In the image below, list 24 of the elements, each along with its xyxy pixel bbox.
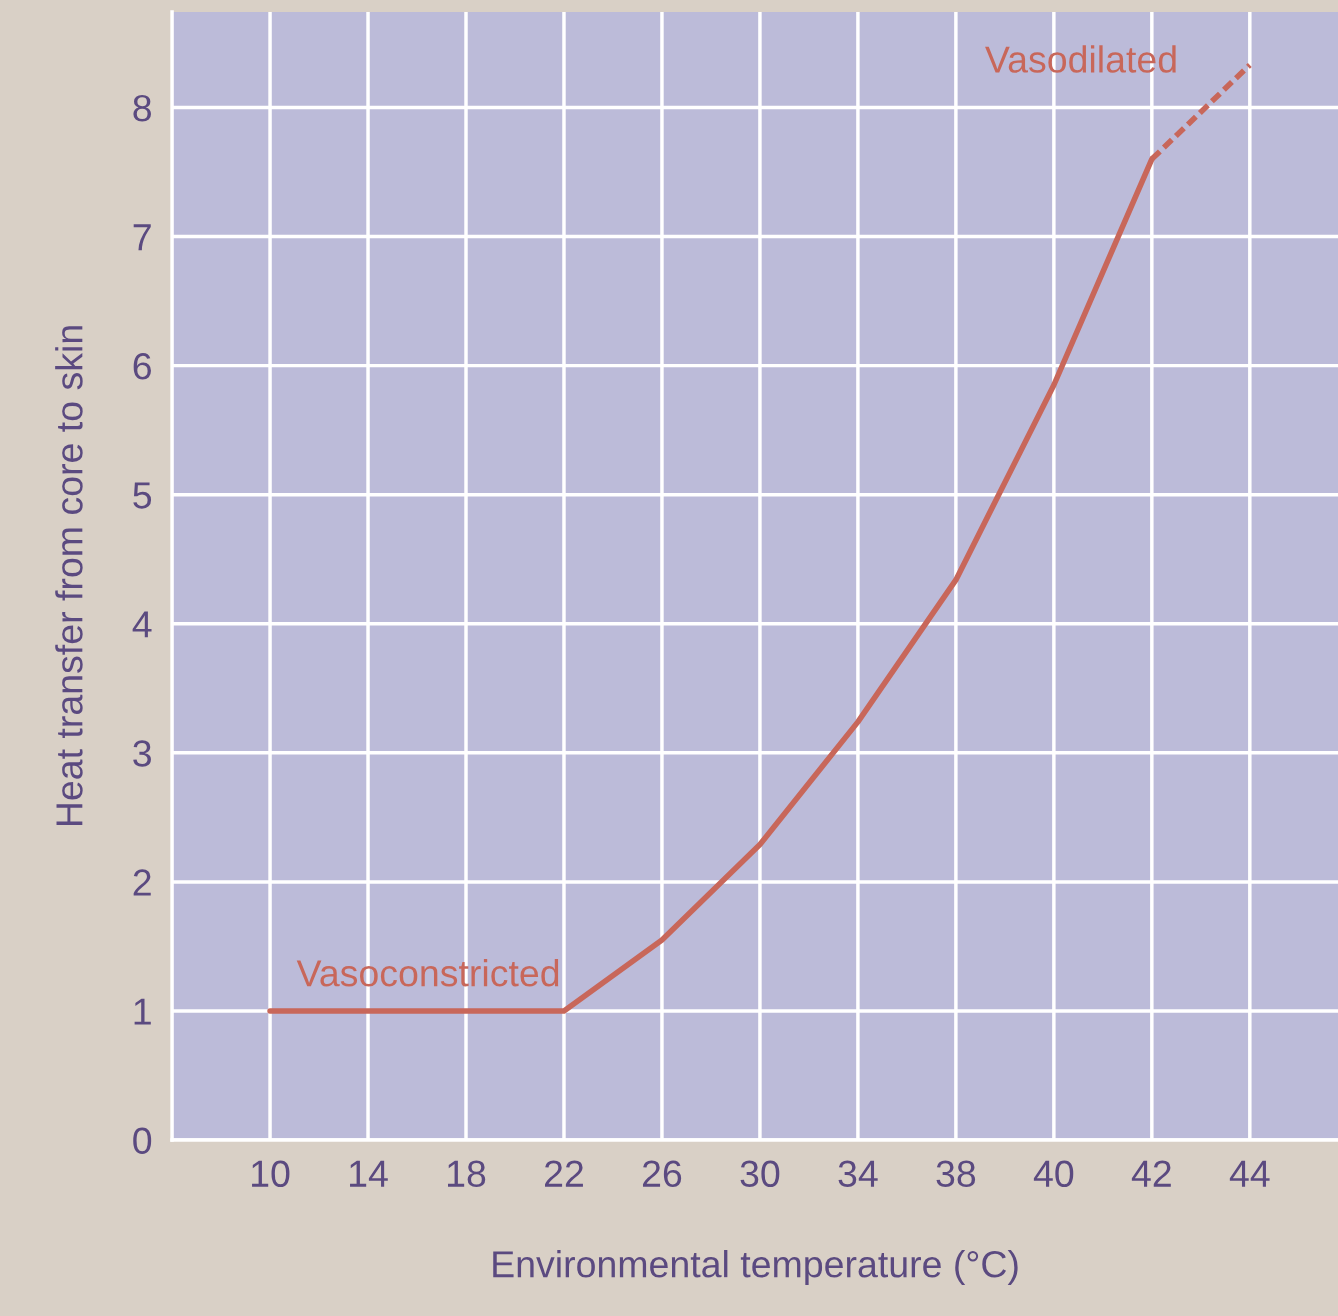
x-tick-label: 44 — [1229, 1160, 1270, 1187]
x-tick-label: 10 — [252, 1160, 290, 1188]
x-tick-label: 18 — [448, 1160, 486, 1188]
y-tick-label: 0 — [133, 1127, 152, 1155]
annotation: Vasodilated — [985, 45, 1176, 73]
x-tick-label: 14 — [350, 1160, 388, 1187]
y-tick-label: 8 — [133, 94, 151, 122]
y-tick-label: 7 — [133, 224, 151, 251]
x-tick-label: 30 — [740, 1160, 780, 1188]
x-axis-title: Environmental temperature (°C) — [493, 1250, 1018, 1285]
x-tick-label: 22 — [545, 1160, 583, 1187]
y-tick-label: 5 — [133, 482, 152, 509]
y-axis-title: Heat transfer from core to skin — [55, 326, 83, 826]
y-tick-label: 3 — [133, 740, 151, 767]
x-tick-label: 40 — [1033, 1160, 1074, 1188]
x-tick-label: 26 — [642, 1160, 682, 1188]
annotation: Vasoconstricted — [296, 959, 559, 987]
y-tick-label: 1 — [134, 998, 151, 1025]
y-tick-label: 4 — [132, 611, 152, 638]
y-tick-label: 6 — [133, 353, 151, 380]
x-tick-label: 38 — [936, 1160, 976, 1188]
x-tick-label: 34 — [838, 1160, 878, 1188]
x-tick-label: 42 — [1131, 1160, 1171, 1187]
y-tick-label: 2 — [133, 869, 151, 896]
